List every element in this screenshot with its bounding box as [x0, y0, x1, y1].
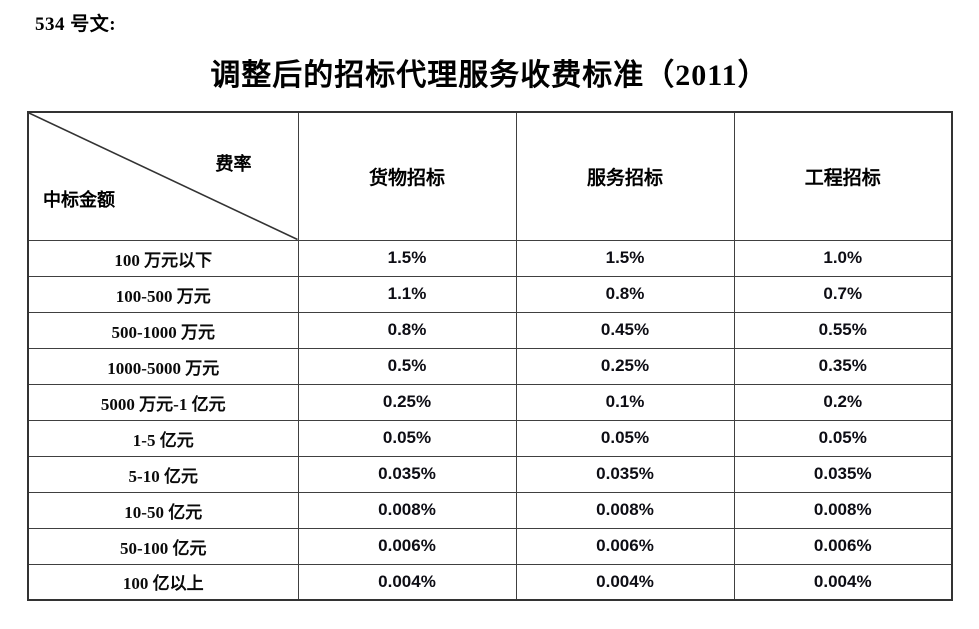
table-row: 10-50 亿元 0.008% 0.008% 0.008% — [27, 491, 953, 529]
rate-cell: 0.004% — [515, 563, 735, 601]
corner-label-amount: 中标金额 — [43, 190, 115, 210]
row-label: 1-5 亿元 — [27, 419, 299, 457]
page-title: 调整后的招标代理服务收费标准（2011） — [210, 59, 769, 92]
rate-cell: 0.05% — [515, 419, 735, 457]
diagonal-divider-line — [29, 113, 298, 240]
rate-cell: 0.25% — [515, 347, 735, 385]
rate-cell: 0.008% — [515, 491, 735, 529]
column-header-services: 服务招标 — [515, 111, 735, 241]
rate-cell: 0.55% — [733, 311, 953, 349]
table-row: 100 万元以下 1.5% 1.5% 1.0% — [27, 239, 953, 277]
table-row: 50-100 亿元 0.006% 0.006% 0.006% — [27, 527, 953, 565]
row-label: 5000 万元-1 亿元 — [27, 383, 299, 421]
row-label: 5-10 亿元 — [27, 455, 299, 493]
table-row: 5000 万元-1 亿元 0.25% 0.1% 0.2% — [27, 383, 953, 421]
rate-cell: 0.25% — [297, 383, 517, 421]
rate-cell: 0.008% — [733, 491, 953, 529]
row-label: 1000-5000 万元 — [27, 347, 299, 385]
rate-cell: 0.05% — [733, 419, 953, 457]
row-label: 50-100 亿元 — [27, 527, 299, 565]
rate-cell: 0.004% — [733, 563, 953, 601]
table-row: 1000-5000 万元 0.5% 0.25% 0.35% — [27, 347, 953, 385]
column-header-goods: 货物招标 — [297, 111, 517, 241]
rate-cell: 0.8% — [515, 275, 735, 313]
table-row: 100 亿以上 0.004% 0.004% 0.004% — [27, 563, 953, 601]
rate-cell: 1.5% — [297, 239, 517, 277]
rate-cell: 0.035% — [297, 455, 517, 493]
rate-cell: 0.035% — [733, 455, 953, 493]
rate-cell: 1.1% — [297, 275, 517, 313]
rate-cell: 1.0% — [733, 239, 953, 277]
table-row: 1-5 亿元 0.05% 0.05% 0.05% — [27, 419, 953, 457]
rate-cell: 0.006% — [297, 527, 517, 565]
table-row: 100-500 万元 1.1% 0.8% 0.7% — [27, 275, 953, 313]
rate-cell: 1.5% — [515, 239, 735, 277]
rate-cell: 0.006% — [733, 527, 953, 565]
rate-cell: 0.5% — [297, 347, 517, 385]
rate-cell: 0.1% — [515, 383, 735, 421]
document-number-label: 534 号文: — [35, 14, 117, 35]
row-label: 100 万元以下 — [27, 239, 299, 277]
corner-label-rate: 费率 — [215, 154, 252, 174]
rate-cell: 0.7% — [733, 275, 953, 313]
fee-standard-table: 费率 中标金额 货物招标 服务招标 工程招标 100 万元以下 1.5% 1.5… — [27, 111, 953, 601]
table-header-row: 费率 中标金额 货物招标 服务招标 工程招标 — [27, 111, 953, 241]
rate-cell: 0.2% — [733, 383, 953, 421]
rate-cell: 0.35% — [733, 347, 953, 385]
rate-cell: 0.45% — [515, 311, 735, 349]
column-header-engineering: 工程招标 — [733, 111, 953, 241]
table-row: 5-10 亿元 0.035% 0.035% 0.035% — [27, 455, 953, 493]
diagonal-corner-cell: 费率 中标金额 — [27, 111, 299, 241]
table-row: 500-1000 万元 0.8% 0.45% 0.55% — [27, 311, 953, 349]
row-label: 10-50 亿元 — [27, 491, 299, 529]
row-label: 100-500 万元 — [27, 275, 299, 313]
rate-cell: 0.006% — [515, 527, 735, 565]
row-label: 100 亿以上 — [27, 563, 299, 601]
rate-cell: 0.008% — [297, 491, 517, 529]
rate-cell: 0.05% — [297, 419, 517, 457]
rate-cell: 0.004% — [297, 563, 517, 601]
rate-cell: 0.8% — [297, 311, 517, 349]
rate-cell: 0.035% — [515, 455, 735, 493]
row-label: 500-1000 万元 — [27, 311, 299, 349]
